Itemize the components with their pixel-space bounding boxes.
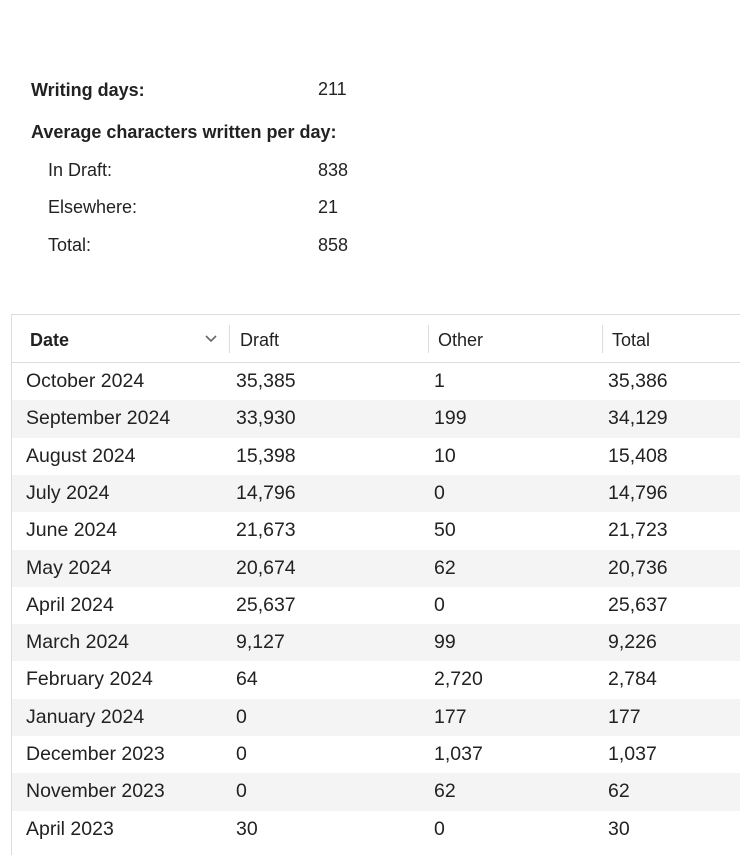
table-cell: 99 xyxy=(434,631,456,654)
table-cell: 15,408 xyxy=(608,444,668,467)
table-cell: 0 xyxy=(236,705,247,728)
sort-chevron[interactable] xyxy=(204,334,218,344)
table-cell: 34,129 xyxy=(608,407,668,430)
stat-value: 21 xyxy=(318,197,339,218)
column-separator xyxy=(602,325,603,353)
table-row[interactable]: September 2024 33,930 199 34,129 xyxy=(12,400,740,438)
table-cell: 21,673 xyxy=(236,519,296,542)
column-header[interactable]: Draft xyxy=(240,330,280,350)
table-row[interactable]: August 2024 15,398 10 15,408 xyxy=(12,438,740,475)
table-cell: February 2024 xyxy=(26,668,153,691)
column-separator xyxy=(428,325,429,353)
table-cell: 0 xyxy=(434,817,445,840)
table-cell: 1 xyxy=(434,370,445,392)
table-row[interactable]: December 2023 0 1,037 1,037 xyxy=(12,736,740,773)
table-cell: 0 xyxy=(236,743,247,765)
table-cell: 35,385 xyxy=(236,370,296,392)
table-cell: 62 xyxy=(434,556,456,579)
stat-label: Total: xyxy=(48,234,92,255)
table-cell: 14,796 xyxy=(236,481,296,504)
table-cell: 1,037 xyxy=(608,743,657,765)
table-cell: 199 xyxy=(434,407,467,430)
stat-label: In Draft: xyxy=(48,160,113,180)
table-cell: November 2023 xyxy=(26,780,165,803)
table-cell: October 2024 xyxy=(26,370,145,392)
table-cell: 2,720 xyxy=(434,668,483,691)
table-cell: June 2024 xyxy=(26,519,118,542)
table-cell: 1,037 xyxy=(434,743,483,765)
table-row[interactable]: January 2024 0 177 177 xyxy=(12,698,740,736)
table-cell: July 2024 xyxy=(26,481,110,504)
table-row[interactable]: June 2024 21,673 50 21,723 xyxy=(12,512,740,549)
column-header[interactable]: Total xyxy=(612,330,651,350)
table-cell: 9,226 xyxy=(608,631,657,654)
table-cell: 20,736 xyxy=(608,556,668,579)
table-cell: 14,796 xyxy=(608,481,668,504)
table-row[interactable]: July 2024 14,796 0 14,796 xyxy=(12,474,740,513)
table-cell: 25,637 xyxy=(236,593,296,616)
table-cell: 0 xyxy=(434,481,445,504)
section-heading: Average characters written per day: xyxy=(31,122,337,142)
column-header[interactable]: Date xyxy=(30,330,70,350)
table-row[interactable]: April 2023 30 0 30 xyxy=(12,811,740,848)
stat-label: Elsewhere: xyxy=(48,197,138,218)
table-cell: August 2024 xyxy=(26,444,136,467)
table-cell: December 2023 xyxy=(26,743,165,765)
table-cell: 2,784 xyxy=(608,668,657,691)
table-cell: September 2024 xyxy=(26,407,171,430)
table-row[interactable]: April 2024 25,637 0 25,637 xyxy=(12,587,740,624)
table-cell: 0 xyxy=(434,593,445,616)
stat-value: 211 xyxy=(318,79,347,99)
table-header: Date Draft Other Total xyxy=(12,315,740,363)
table-cell: 10 xyxy=(434,444,456,467)
table-row[interactable]: October 2024 35,385 1 35,386 xyxy=(12,363,740,400)
stat-value: 858 xyxy=(318,234,349,255)
table-cell: 62 xyxy=(434,780,456,803)
table-cell: 35,386 xyxy=(608,370,668,392)
table-cell: January 2024 xyxy=(26,705,145,728)
table-cell: April 2023 xyxy=(26,817,114,840)
table-cell: 20,674 xyxy=(236,556,296,579)
table-row[interactable]: February 2024 64 2,720 2,784 xyxy=(12,661,740,698)
table-cell: 62 xyxy=(608,780,630,803)
table-row[interactable]: November 2023 0 62 62 xyxy=(12,773,740,811)
table-cell: May 2024 xyxy=(26,556,112,579)
table-cell: 9,127 xyxy=(236,631,285,654)
table-row[interactable]: March 2024 9,127 99 9,226 xyxy=(12,624,740,662)
column-separator xyxy=(229,325,230,353)
table-cell: 177 xyxy=(608,705,641,728)
column-header[interactable]: Other xyxy=(438,330,484,350)
table-cell: 21,723 xyxy=(608,519,668,542)
table-cell: 30 xyxy=(608,817,630,840)
table-cell: 15,398 xyxy=(236,444,296,467)
table-cell: March 2024 xyxy=(26,631,129,654)
table-cell: 30 xyxy=(236,817,258,840)
table-cell: 33,930 xyxy=(236,407,296,430)
stat-label: Writing days: xyxy=(31,80,145,100)
data-table: Date Draft Other Total October 2024 35,385 1 3… xyxy=(11,314,740,855)
table-cell: April 2024 xyxy=(26,593,114,616)
table-cell: 64 xyxy=(236,668,258,691)
table-row[interactable]: May 2024 20,674 62 20,736 xyxy=(12,549,740,587)
table-cell: 50 xyxy=(434,519,456,542)
table-cell: 25,637 xyxy=(608,593,668,616)
table-cell: 177 xyxy=(434,705,467,728)
stat-value: 838 xyxy=(318,160,349,180)
table-cell: 0 xyxy=(236,780,247,803)
